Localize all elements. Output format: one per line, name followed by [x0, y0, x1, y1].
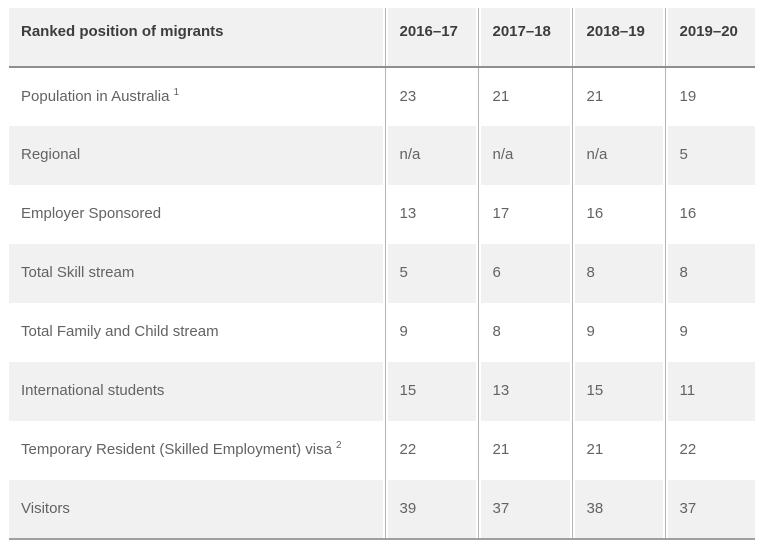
- cell-value: 8: [664, 244, 755, 303]
- row-label: Visitors: [9, 480, 385, 539]
- footnote-marker: 2: [335, 440, 342, 451]
- cell-value: 15: [384, 362, 478, 421]
- cell-value: 9: [664, 303, 755, 362]
- column-header-2016-17: 2016–17: [384, 8, 478, 68]
- cell-value: 15: [571, 362, 665, 421]
- ranked-position-of-migrants-table: Ranked position of migrants 2016–17 2017…: [9, 8, 755, 540]
- column-header-2019-20: 2019–20: [664, 8, 755, 68]
- row-label-text: Visitors: [21, 499, 70, 517]
- table-row-visitors: Visitors 39 37 38 37: [9, 480, 755, 539]
- cell-value: 8: [477, 303, 572, 362]
- table-row-international-students: International students 15 13 15 11: [9, 362, 755, 421]
- table-row-regional: Regional n/a n/a n/a 5: [9, 126, 755, 185]
- row-label-text: Employer Sponsored: [21, 205, 162, 222]
- table-row-population-in-australia: Population in Australia 1 23 21 21 19: [9, 67, 755, 126]
- row-label-text: Total Family and Child stream: [21, 323, 219, 340]
- cell-value: 16: [571, 185, 665, 244]
- cell-value: 9: [571, 303, 665, 362]
- table-row-total-family-and-child-stream: Total Family and Child stream 9 8 9 9: [9, 303, 755, 362]
- row-label-text: Population in Australia: [21, 87, 170, 105]
- cell-value: 5: [664, 126, 755, 185]
- header-row: Ranked position of migrants 2016–17 2017…: [9, 8, 755, 68]
- cell-value: 16: [664, 185, 755, 244]
- table-container: Ranked position of migrants 2016–17 2017…: [9, 8, 755, 540]
- cell-value: 11: [664, 362, 755, 421]
- table-row-temporary-resident-skilled-employment-visa: Temporary Resident (Skilled Employment) …: [9, 421, 755, 480]
- row-label-text: International students: [21, 382, 165, 399]
- cell-value: 21: [477, 421, 572, 480]
- row-label-text: Total Skill stream: [21, 264, 135, 281]
- footnote-marker: 1: [173, 86, 179, 98]
- cell-value: 37: [477, 480, 572, 539]
- cell-value: 37: [664, 480, 755, 539]
- column-header-2018-19: 2018–19: [571, 8, 665, 68]
- cell-value: n/a: [384, 126, 478, 185]
- cell-value: n/a: [571, 126, 665, 185]
- cell-value: 21: [477, 67, 572, 126]
- cell-value: 13: [384, 185, 478, 244]
- cell-value: 23: [384, 67, 478, 126]
- cell-value: n/a: [477, 126, 572, 185]
- cell-value: 6: [477, 244, 572, 303]
- row-label: Total Skill stream: [9, 244, 385, 303]
- cell-value: 8: [571, 244, 665, 303]
- row-label-text: Temporary Resident (Skilled Employment) …: [21, 441, 332, 458]
- table-row-total-skill-stream: Total Skill stream 5 6 8 8: [9, 244, 755, 303]
- cell-value: 9: [384, 303, 478, 362]
- cell-value: 22: [664, 421, 755, 480]
- column-header-2017-18: 2017–18: [477, 8, 572, 68]
- row-label: Employer Sponsored: [9, 185, 385, 244]
- cell-value: 19: [664, 67, 755, 126]
- cell-value: 38: [571, 480, 665, 539]
- row-label: Temporary Resident (Skilled Employment) …: [9, 421, 385, 480]
- cell-value: 13: [477, 362, 572, 421]
- row-label: Regional: [9, 126, 385, 185]
- cell-value: 17: [477, 185, 572, 244]
- cell-value: 5: [384, 244, 478, 303]
- row-label: International students: [9, 362, 385, 421]
- cell-value: 21: [571, 421, 665, 480]
- row-label-text: Regional: [21, 146, 81, 163]
- cell-value: 39: [384, 480, 478, 539]
- cell-value: 21: [571, 67, 665, 126]
- column-header-ranked-position: Ranked position of migrants: [9, 8, 385, 68]
- table-row-employer-sponsored: Employer Sponsored 13 17 16 16: [9, 185, 755, 244]
- cell-value: 22: [384, 421, 478, 480]
- row-label: Total Family and Child stream: [9, 303, 385, 362]
- row-label: Population in Australia 1: [9, 67, 385, 126]
